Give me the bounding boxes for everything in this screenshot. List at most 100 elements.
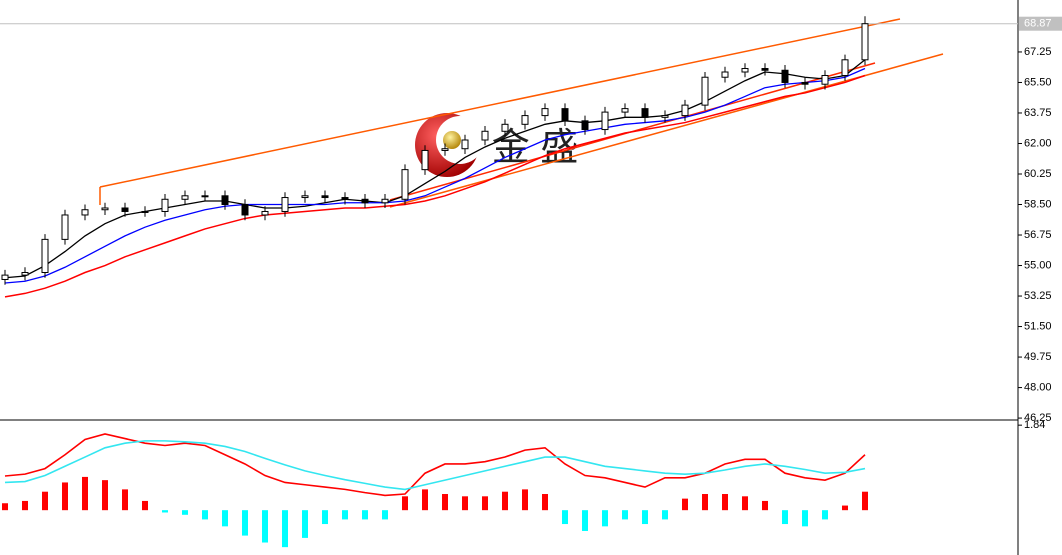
candle-body [221, 195, 229, 206]
histogram-bar [142, 500, 148, 511]
histogram-bar [402, 496, 408, 511]
candle-body [101, 207, 109, 211]
candle-body [401, 169, 409, 200]
logo: 金 盛 [415, 113, 578, 177]
y-tick-label: 62.00 [1024, 137, 1052, 149]
candle-body [841, 59, 849, 76]
histogram-bar [622, 510, 628, 520]
indicator-line [4, 433, 866, 497]
candle-body [161, 198, 169, 212]
histogram-bar [702, 494, 708, 511]
histogram-bar [222, 510, 228, 527]
candle-body [421, 149, 429, 171]
candle-body [781, 69, 789, 83]
candle-body [321, 195, 329, 199]
histogram-bar [502, 491, 508, 511]
histogram-bar [762, 500, 768, 511]
candle-body [861, 23, 869, 61]
histogram-bar [802, 510, 808, 527]
moving-average [4, 74, 866, 298]
candle-body [541, 108, 549, 117]
histogram-bar [42, 491, 48, 511]
candle-body [61, 214, 69, 240]
histogram-bar [662, 510, 668, 520]
histogram-bar [382, 510, 388, 520]
histogram-bar [682, 498, 688, 511]
histogram-bar [422, 489, 428, 511]
histogram-bar [522, 489, 528, 511]
histogram-bar [122, 489, 128, 511]
histogram-bar [102, 480, 108, 511]
histogram-bar [282, 510, 288, 548]
histogram-bar [642, 510, 648, 525]
moving-average [4, 59, 866, 279]
last-price-label: 68.87 [1024, 18, 1052, 30]
y-tick-label: 51.50 [1024, 320, 1052, 332]
y-tick-label: 60.25 [1024, 168, 1052, 180]
y-tick-label: 65.50 [1024, 76, 1052, 88]
watermark: 金 盛 [492, 127, 579, 169]
indicator-line [4, 440, 866, 491]
candle-body [1, 274, 9, 280]
candle-body [461, 139, 469, 150]
candle-body [641, 108, 649, 118]
histogram-bar [362, 510, 368, 520]
y-tick-label: 67.25 [1024, 46, 1052, 58]
candle-body [521, 115, 529, 125]
candle-body [621, 108, 629, 113]
histogram-bar [182, 510, 188, 515]
trend-lines [99, 18, 944, 208]
histogram-bar [482, 496, 488, 511]
candle-body [241, 204, 249, 216]
candle-body [561, 108, 569, 122]
histogram-bar [322, 510, 328, 525]
last-price-box [1019, 16, 1062, 31]
candle-body [601, 111, 609, 131]
y-tick-label: 55.00 [1024, 259, 1052, 271]
histogram-bar [722, 494, 728, 511]
histogram-bar [782, 510, 788, 525]
histogram-bar [302, 510, 308, 538]
y-tick-label: 58.50 [1024, 198, 1052, 210]
candle-body [361, 198, 369, 204]
histogram-bar [442, 494, 448, 511]
candle-body [121, 207, 129, 212]
candle-body [821, 74, 829, 85]
indicator-tick-label: 1.84 [1024, 419, 1045, 431]
histogram-bar [582, 510, 588, 531]
candle-body [681, 104, 689, 117]
y-tick-label: 46.25 [1024, 412, 1052, 424]
y-tick-label: 48.00 [1024, 381, 1052, 393]
histogram-bar [822, 510, 828, 520]
y-tick-label: 49.75 [1024, 351, 1052, 363]
candle-body [441, 148, 449, 151]
histogram-bar [462, 496, 468, 511]
y-tick-label: 53.25 [1024, 290, 1052, 302]
y-tick-label: 63.75 [1024, 107, 1052, 119]
candle-body [301, 195, 309, 199]
candle-body [41, 238, 49, 274]
candle-body [141, 210, 149, 213]
histogram-bar [162, 510, 168, 513]
candle-body [341, 197, 349, 200]
candle-body [201, 195, 209, 198]
moving-average [4, 67, 866, 284]
candle-body [281, 197, 289, 212]
histogram-bar [542, 494, 548, 511]
histogram-bar [342, 510, 348, 520]
candle-body [761, 68, 769, 71]
y-tick-label: 56.75 [1024, 229, 1052, 241]
histogram-bar [862, 491, 868, 511]
candle-body [801, 81, 809, 85]
candle-body [481, 130, 489, 141]
candle-body [81, 209, 89, 216]
candle-body [741, 68, 749, 73]
candle-body [501, 123, 509, 132]
histogram-bar [22, 500, 28, 511]
histogram-bar [602, 510, 608, 527]
candle-body [181, 195, 189, 200]
candle-body [381, 198, 389, 204]
histogram-bar [2, 503, 8, 511]
histogram-bar [82, 476, 88, 511]
histogram-bar [562, 510, 568, 525]
